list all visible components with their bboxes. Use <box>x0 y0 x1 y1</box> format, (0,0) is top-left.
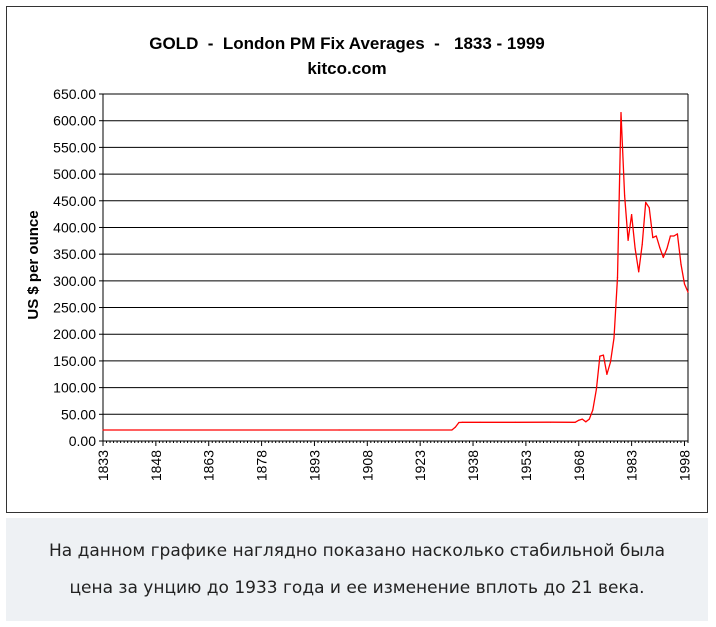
data-point <box>683 283 686 285</box>
data-point <box>599 355 601 357</box>
data-point <box>620 112 622 114</box>
caption-text: На данном графике наглядно показано наск… <box>48 540 666 598</box>
data-point <box>659 247 661 249</box>
y-tick-label: 650.00 <box>53 86 96 102</box>
y-tick-label: 600.00 <box>53 113 96 129</box>
data-point <box>666 248 668 250</box>
y-tick-label: 250.00 <box>53 300 96 316</box>
data-point <box>574 421 576 423</box>
chart-frame: GOLD - London PM Fix Averages - 1833 - 1… <box>6 6 708 513</box>
chart-title: GOLD - London PM Fix Averages - 1833 - 1… <box>149 34 545 53</box>
data-point <box>102 429 104 431</box>
gold-price-chart: GOLD - London PM Fix Averages - 1833 - 1… <box>25 34 692 481</box>
data-point <box>338 429 340 431</box>
data-point <box>458 421 460 424</box>
data-point <box>638 271 640 273</box>
data-point <box>606 373 608 375</box>
data-point <box>676 233 679 235</box>
y-tick-label: 500.00 <box>53 166 96 182</box>
x-tick-label: 1848 <box>148 450 164 481</box>
data-point <box>687 291 689 293</box>
tick-labels: 0.00 50.00 100.00 150.00 200.00 250.00 300.00 3… <box>53 86 692 481</box>
data-point <box>613 337 615 339</box>
grid-lines <box>103 93 688 442</box>
x-tick-label: 1893 <box>306 450 322 481</box>
y-tick-label: 150.00 <box>53 353 96 369</box>
data-point <box>680 263 682 265</box>
data-point <box>578 419 580 421</box>
x-tick-label: 1938 <box>465 450 481 481</box>
data-point <box>631 214 633 216</box>
y-tick-label: 550.00 <box>53 139 96 155</box>
chart-subtitle: kitco.com <box>307 59 386 78</box>
x-tick-label: 1983 <box>624 450 640 481</box>
axes <box>99 93 689 446</box>
data-point <box>585 421 587 423</box>
data-point <box>641 243 643 246</box>
data-point <box>602 354 605 356</box>
y-tick-label: 0.00 <box>69 433 96 449</box>
y-tick-label: 450.00 <box>53 193 96 209</box>
data-point <box>588 418 590 420</box>
y-tick-label: 300.00 <box>53 273 96 289</box>
x-tick-label: 1968 <box>571 450 587 481</box>
data-point <box>652 237 654 239</box>
series-line-gold-price <box>103 112 689 431</box>
data-point <box>655 235 657 237</box>
y-tick-label: 400.00 <box>53 219 96 235</box>
y-tick-label: 350.00 <box>53 246 96 262</box>
x-tick-label: 1908 <box>359 450 375 481</box>
data-point <box>454 426 456 428</box>
y-axis-label: US $ per ounce <box>25 210 42 319</box>
data-point <box>550 421 552 423</box>
x-tick-label: 1878 <box>254 450 270 481</box>
data-point <box>673 235 675 237</box>
y-tick-label: 200.00 <box>53 326 96 342</box>
data-point <box>595 388 598 390</box>
series-layer <box>102 112 689 431</box>
data-point <box>592 409 594 411</box>
y-tick-label: 100.00 <box>53 380 96 396</box>
data-point <box>461 421 464 423</box>
data-point <box>624 194 626 196</box>
data-point <box>581 418 583 420</box>
y-tick-label: 50.00 <box>61 406 96 422</box>
data-point <box>634 247 636 249</box>
data-point <box>616 277 619 279</box>
data-point <box>627 239 629 241</box>
caption-box: На данном графике наглядно показано наск… <box>6 518 708 621</box>
data-point <box>662 256 664 258</box>
data-point <box>609 361 612 363</box>
x-tick-label: 1998 <box>676 450 692 481</box>
x-tick-label: 1953 <box>518 450 534 481</box>
x-tick-label: 1923 <box>412 450 428 481</box>
data-point <box>669 235 672 237</box>
data-point <box>514 421 516 423</box>
data-point <box>451 429 453 431</box>
x-tick-label: 1863 <box>201 450 217 481</box>
data-point <box>479 421 481 423</box>
x-tick-label: 1833 <box>95 450 111 481</box>
data-point <box>648 207 650 209</box>
data-point <box>645 201 647 203</box>
